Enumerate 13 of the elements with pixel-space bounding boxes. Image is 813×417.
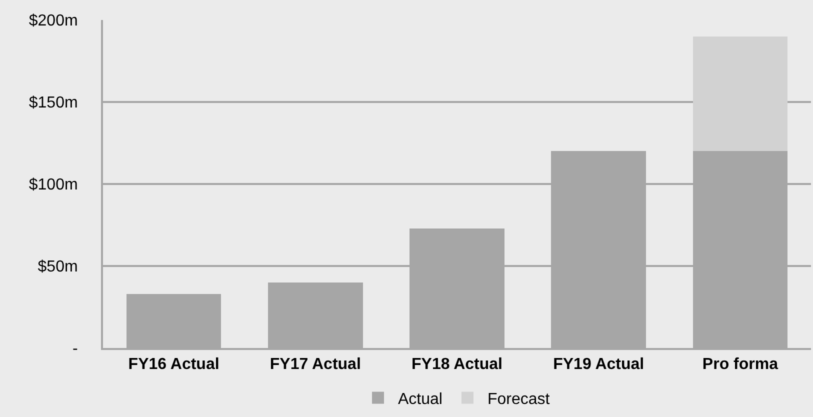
- y-tick-label: $150m: [28, 94, 78, 112]
- x-tick-label: FY19 Actual: [553, 356, 644, 374]
- bar: [692, 36, 788, 152]
- x-tick-label: FY18 Actual: [412, 356, 502, 374]
- legend-label: Actual: [398, 390, 442, 408]
- x-tick-label: FY16 Actual: [128, 356, 220, 374]
- y-tick-label: $200m: [28, 12, 78, 30]
- y-tick-label: $50m: [38, 258, 78, 276]
- x-tick-label: FY17 Actual: [270, 356, 361, 374]
- legend-label: Forecast: [487, 390, 550, 408]
- y-tick-label: $100m: [28, 176, 78, 194]
- x-tick-label: Pro forma: [702, 356, 778, 374]
- y-tick-label: -: [72, 340, 78, 358]
